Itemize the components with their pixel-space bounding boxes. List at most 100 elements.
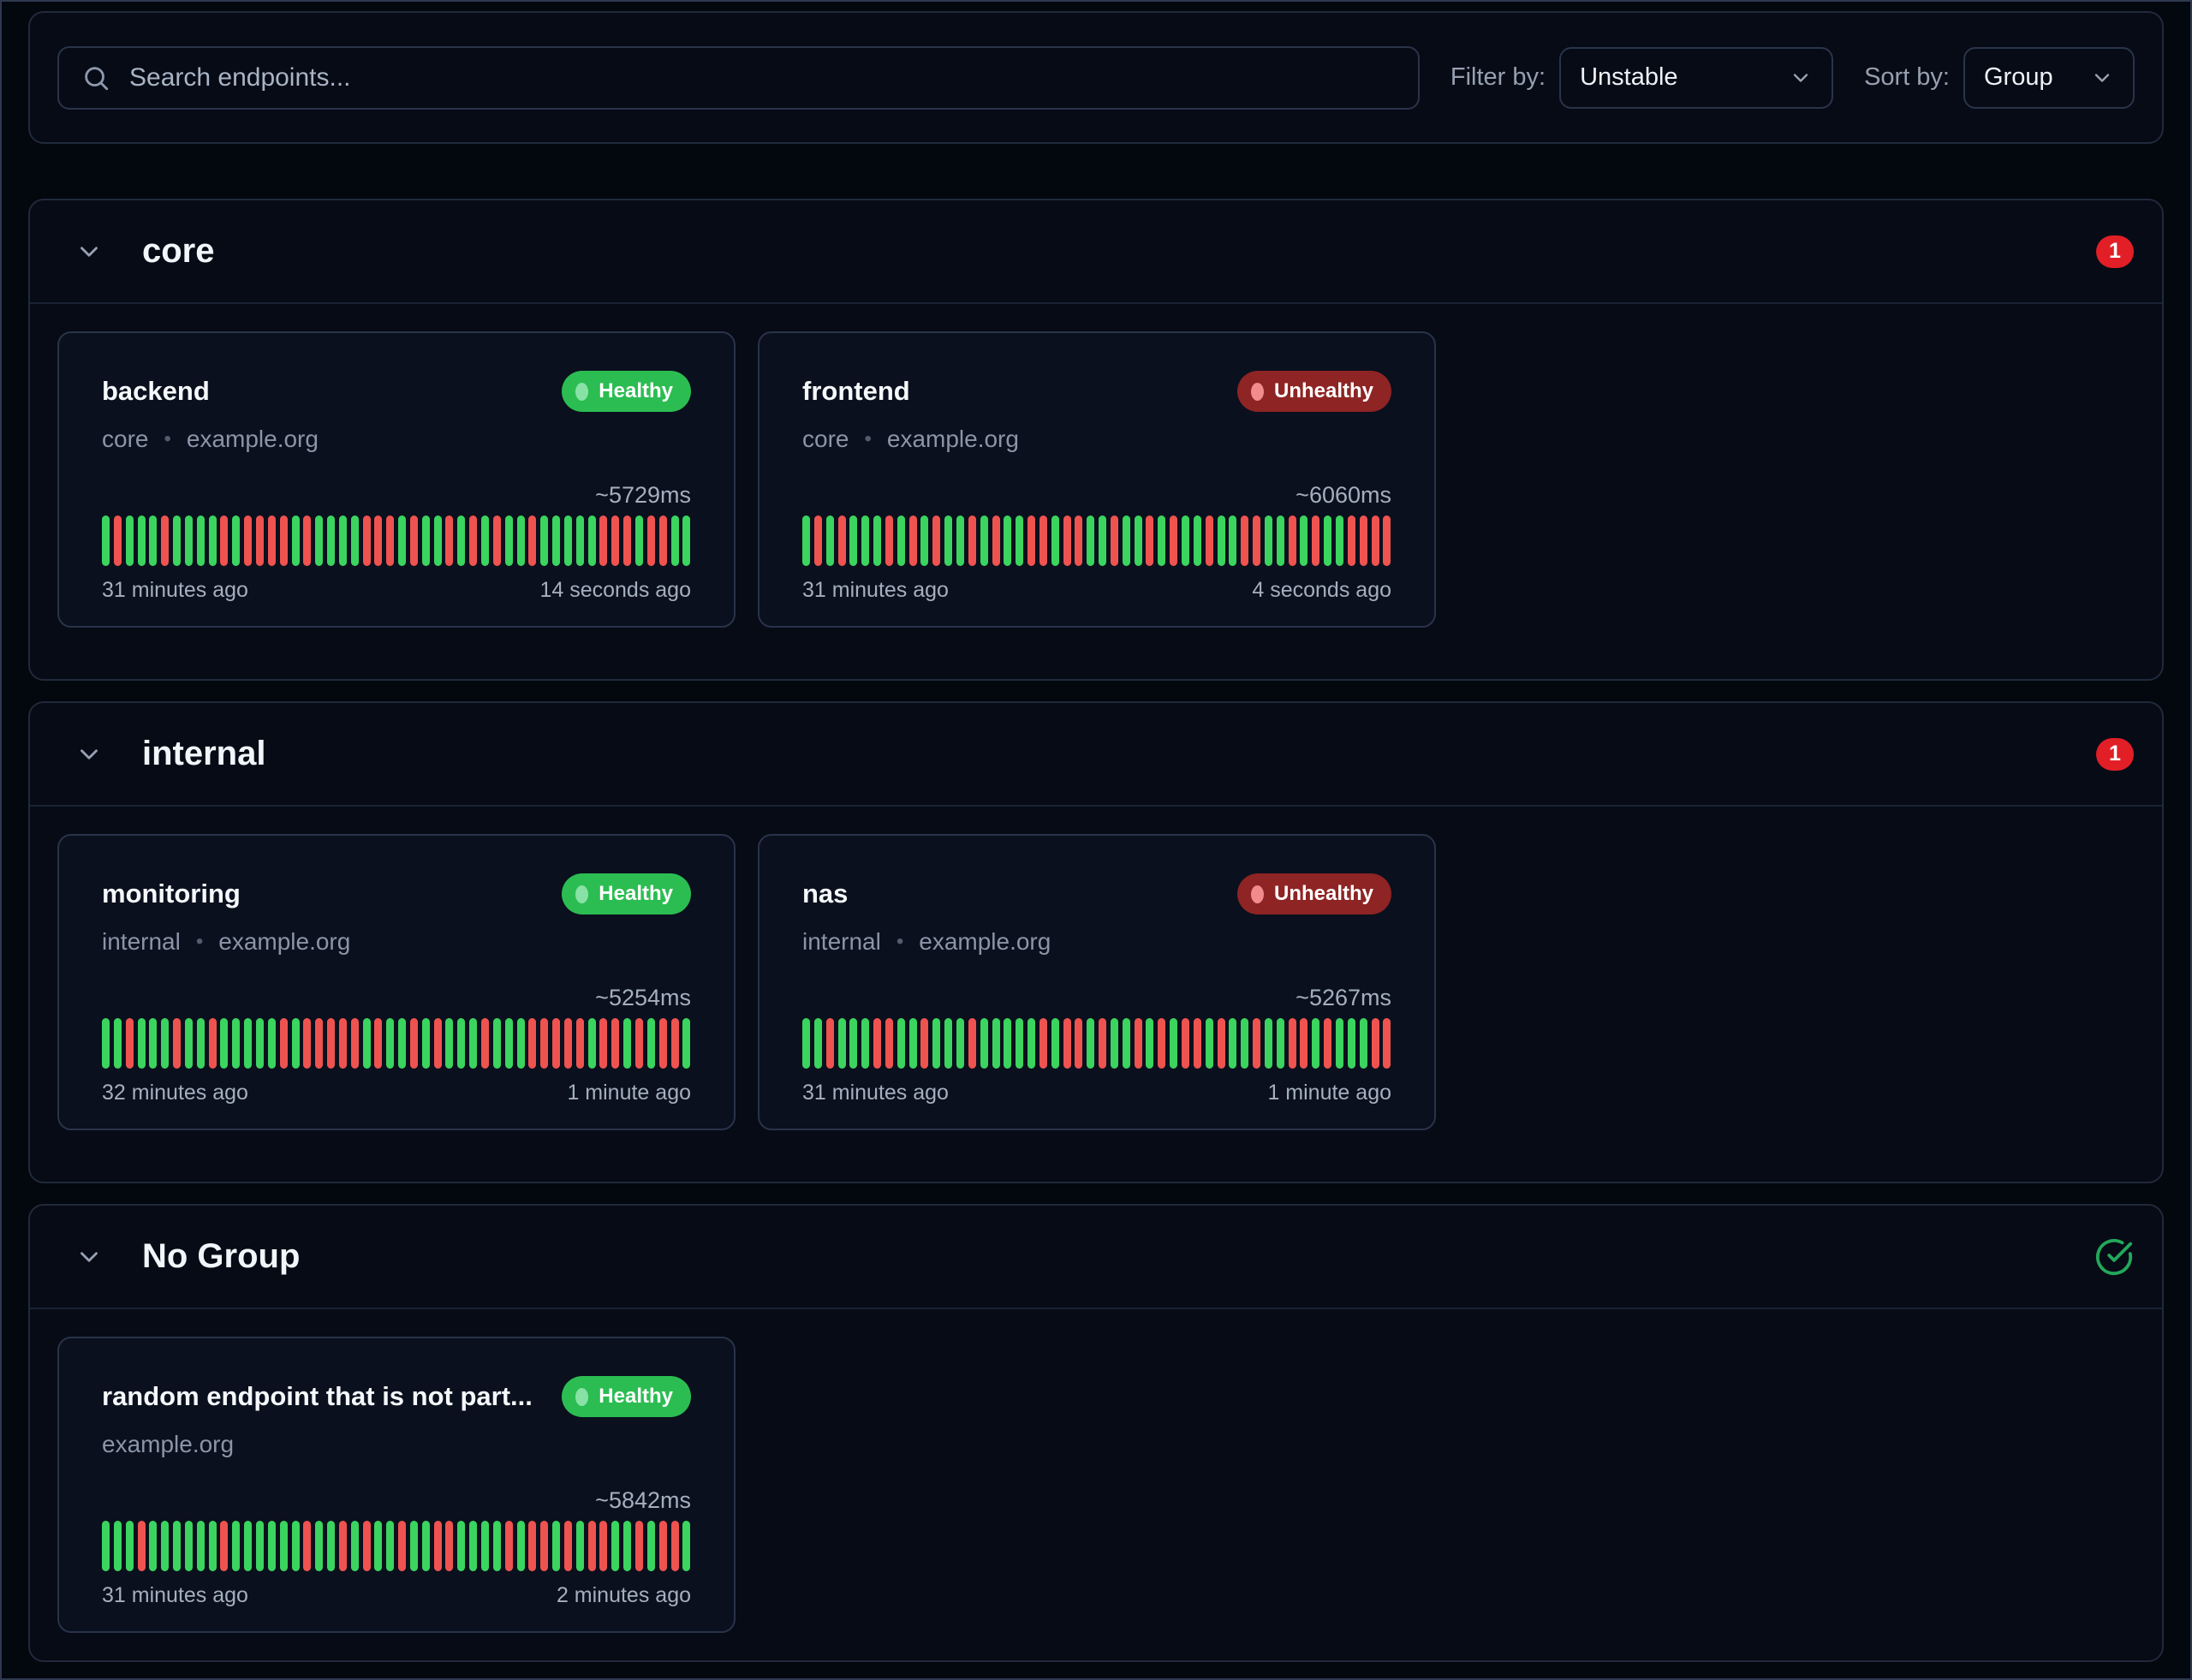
history-bar-failure [469, 515, 478, 566]
history-bar-success [813, 1018, 822, 1069]
history-bar-success [161, 1521, 170, 1571]
endpoint-card-monitoring[interactable]: monitoring Healthy internal • example.or… [57, 834, 736, 1130]
history-bar-failure [481, 1018, 489, 1069]
history-bar-failure [244, 515, 253, 566]
history-bar-failure [1253, 515, 1261, 566]
history-bar-failure [837, 515, 846, 566]
endpoint-card-nas[interactable]: nas Unhealthy internal • example.org ~52… [758, 834, 1436, 1130]
endpoint-group: core [802, 426, 849, 452]
endpoint-card-random[interactable]: random endpoint that is not part... Heal… [57, 1337, 736, 1633]
group-header-no-group[interactable]: No Group [30, 1206, 2162, 1309]
history-bar-failure [303, 1521, 312, 1571]
history-bar-success [623, 1018, 632, 1069]
group-header-internal[interactable]: internal 1 [30, 703, 2162, 807]
history-bar-success [540, 515, 549, 566]
history-bar-failure [279, 1018, 288, 1069]
status-badge: Unhealthy [1236, 873, 1391, 914]
history-bar-failure [1158, 1018, 1166, 1069]
avg-response-time: ~6060ms [1296, 482, 1391, 508]
endpoint-host: example.org [919, 928, 1051, 955]
history-bar-failure [208, 1018, 217, 1069]
history-bar-success [469, 1018, 478, 1069]
history-range: 32 minutes ago 1 minute ago [102, 1081, 691, 1105]
history-bar-failure [1075, 1018, 1083, 1069]
history-bar-success [1217, 515, 1225, 566]
history-bar-success [1051, 1018, 1059, 1069]
history-bar-success [516, 1521, 525, 1571]
history-bar-failure [528, 1018, 537, 1069]
status-label: Healthy [599, 379, 673, 402]
endpoint-card-backend[interactable]: backend Healthy core • example.org ~5729… [57, 331, 736, 628]
endpoint-meta: core • example.org [802, 426, 1391, 453]
history-bar-success [802, 1018, 810, 1069]
group-header-core[interactable]: core 1 [30, 200, 2162, 304]
status-badge: Healthy [562, 1376, 691, 1417]
status-label: Unhealthy [1273, 882, 1373, 905]
history-bar-success [1004, 1018, 1012, 1069]
chevron-down-icon [80, 1251, 98, 1262]
history-bar-success [267, 1521, 276, 1571]
search-input[interactable] [129, 63, 1396, 92]
history-bar-failure [1182, 1018, 1189, 1069]
history-bar-success [1312, 1018, 1320, 1069]
history-bar-failure [885, 515, 893, 566]
history-bar-success [173, 515, 182, 566]
history-bar-success [291, 1521, 300, 1571]
history-bar-failure [658, 1018, 667, 1069]
chevron-down-icon [80, 748, 98, 760]
history-end-time: 2 minutes ago [556, 1583, 691, 1607]
history-bar-success [469, 1521, 478, 1571]
history-bar-success [125, 515, 134, 566]
history-bar-failure [338, 1521, 347, 1571]
history-bar-success [196, 515, 205, 566]
history-bar-success [504, 515, 513, 566]
history-bar-success [1146, 1018, 1154, 1069]
search-box[interactable] [57, 45, 1420, 110]
history-bar-success [315, 515, 324, 566]
history-bar-failure [1371, 1018, 1379, 1069]
history-bar-failure [563, 1018, 572, 1069]
endpoint-card-frontend[interactable]: frontend Unhealthy core • example.org ~6… [758, 331, 1436, 628]
endpoint-host: example.org [102, 1431, 235, 1457]
history-bar-success [208, 1521, 217, 1571]
history-bar-success [113, 1018, 122, 1069]
history-bar-success [421, 1018, 430, 1069]
history-bar-failure [255, 515, 264, 566]
history-bar-success [492, 1521, 501, 1571]
history-bar-failure [1146, 515, 1154, 566]
history-bar-failure [813, 515, 822, 566]
history-bar-success [374, 1521, 383, 1571]
history-bar-success [575, 515, 584, 566]
history-bar-success [992, 1018, 1000, 1069]
sort-select[interactable]: Group [1963, 46, 2135, 109]
history-end-time: 4 seconds ago [1252, 578, 1391, 602]
history-bar-success [1276, 515, 1284, 566]
history-bar-success [575, 1521, 584, 1571]
history-bar-success [682, 515, 691, 566]
history-bar-failure [327, 1018, 336, 1069]
history-bar-failure [398, 1521, 407, 1571]
history-bar-failure [1205, 515, 1213, 566]
history-bar-success [1016, 1018, 1024, 1069]
history-bar-success [1087, 1018, 1095, 1069]
history-bar-success [481, 515, 489, 566]
history-bar-success [1335, 1018, 1343, 1069]
endpoint-meta: core • example.org [102, 426, 691, 453]
history-bar-failure [528, 1521, 537, 1571]
history-bar-success [208, 515, 217, 566]
history-bar-failure [992, 515, 1000, 566]
history-bar-success [244, 1521, 253, 1571]
history-bar-failure [932, 515, 941, 566]
history-bar-failure [670, 1521, 679, 1571]
history-bar-failure [362, 1521, 371, 1571]
history-bar-success [896, 1018, 905, 1069]
history-start-time: 31 minutes ago [802, 1081, 949, 1105]
group-title: core [142, 232, 215, 270]
filter-select[interactable]: Unstable [1559, 46, 1834, 109]
history-bar-success [232, 515, 241, 566]
history-bar-failure [634, 1521, 643, 1571]
history-bar-success [1110, 1018, 1118, 1069]
history-bar-success [1264, 1018, 1272, 1069]
history-bar-success [956, 1018, 964, 1069]
history-bar-success [196, 1018, 205, 1069]
